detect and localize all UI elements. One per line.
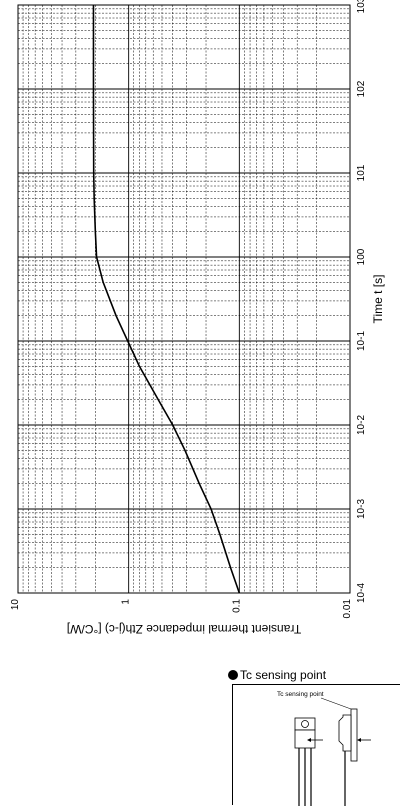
time-tick-label: 100 bbox=[356, 248, 367, 265]
arrow-head-icon bbox=[307, 738, 311, 742]
time-tick-label: 103 bbox=[356, 0, 367, 13]
side-body bbox=[338, 714, 352, 752]
time-tick-label: 10-1 bbox=[356, 331, 367, 351]
tc-sensing-title: Tc sensing point bbox=[228, 668, 326, 682]
package-body bbox=[294, 729, 316, 749]
side-tab bbox=[350, 708, 358, 762]
tc-diagram-box: Tc sensing point bbox=[232, 684, 400, 806]
tc-sensing-title-text: Tc sensing point bbox=[240, 668, 327, 682]
time-tick-label: 102 bbox=[356, 80, 367, 97]
impedance-tick-label: 0.1 bbox=[231, 599, 242, 613]
impedance-tick-label: 1 bbox=[121, 599, 132, 605]
time-tick-label: 10-4 bbox=[356, 583, 367, 603]
tc-inner-label: Tc sensing point bbox=[277, 691, 324, 698]
plot-frame bbox=[17, 4, 351, 594]
side-arrow-head-icon bbox=[357, 738, 361, 742]
time-tick-label: 10-2 bbox=[356, 415, 367, 435]
tc-sensing-section: Tc sensing point Tc sensing point bbox=[228, 668, 400, 806]
time-tick-labels: 10-4 10-3 10-2 10-1 100 101 102 103 bbox=[356, 0, 367, 603]
impedance-tick-labels: 0.01 0.1 1 10 bbox=[10, 599, 353, 619]
x-axis-label: Time t [s] bbox=[371, 275, 385, 324]
impedance-curve bbox=[92, 5, 241, 594]
mounting-hole-icon bbox=[301, 720, 309, 728]
impedance-tick-label: 10 bbox=[10, 599, 21, 611]
time-tick-label: 10-3 bbox=[356, 499, 367, 519]
y-axis-label: Transient thermal impedance Zth(j-c) [°C… bbox=[67, 622, 301, 636]
bullet-icon bbox=[228, 670, 238, 680]
grid bbox=[18, 5, 351, 594]
leader-line bbox=[320, 697, 352, 710]
tc-package-drawing: Tc sensing point bbox=[277, 691, 371, 806]
impedance-tick-label: 0.01 bbox=[342, 599, 353, 619]
time-tick-label: 101 bbox=[356, 164, 367, 181]
